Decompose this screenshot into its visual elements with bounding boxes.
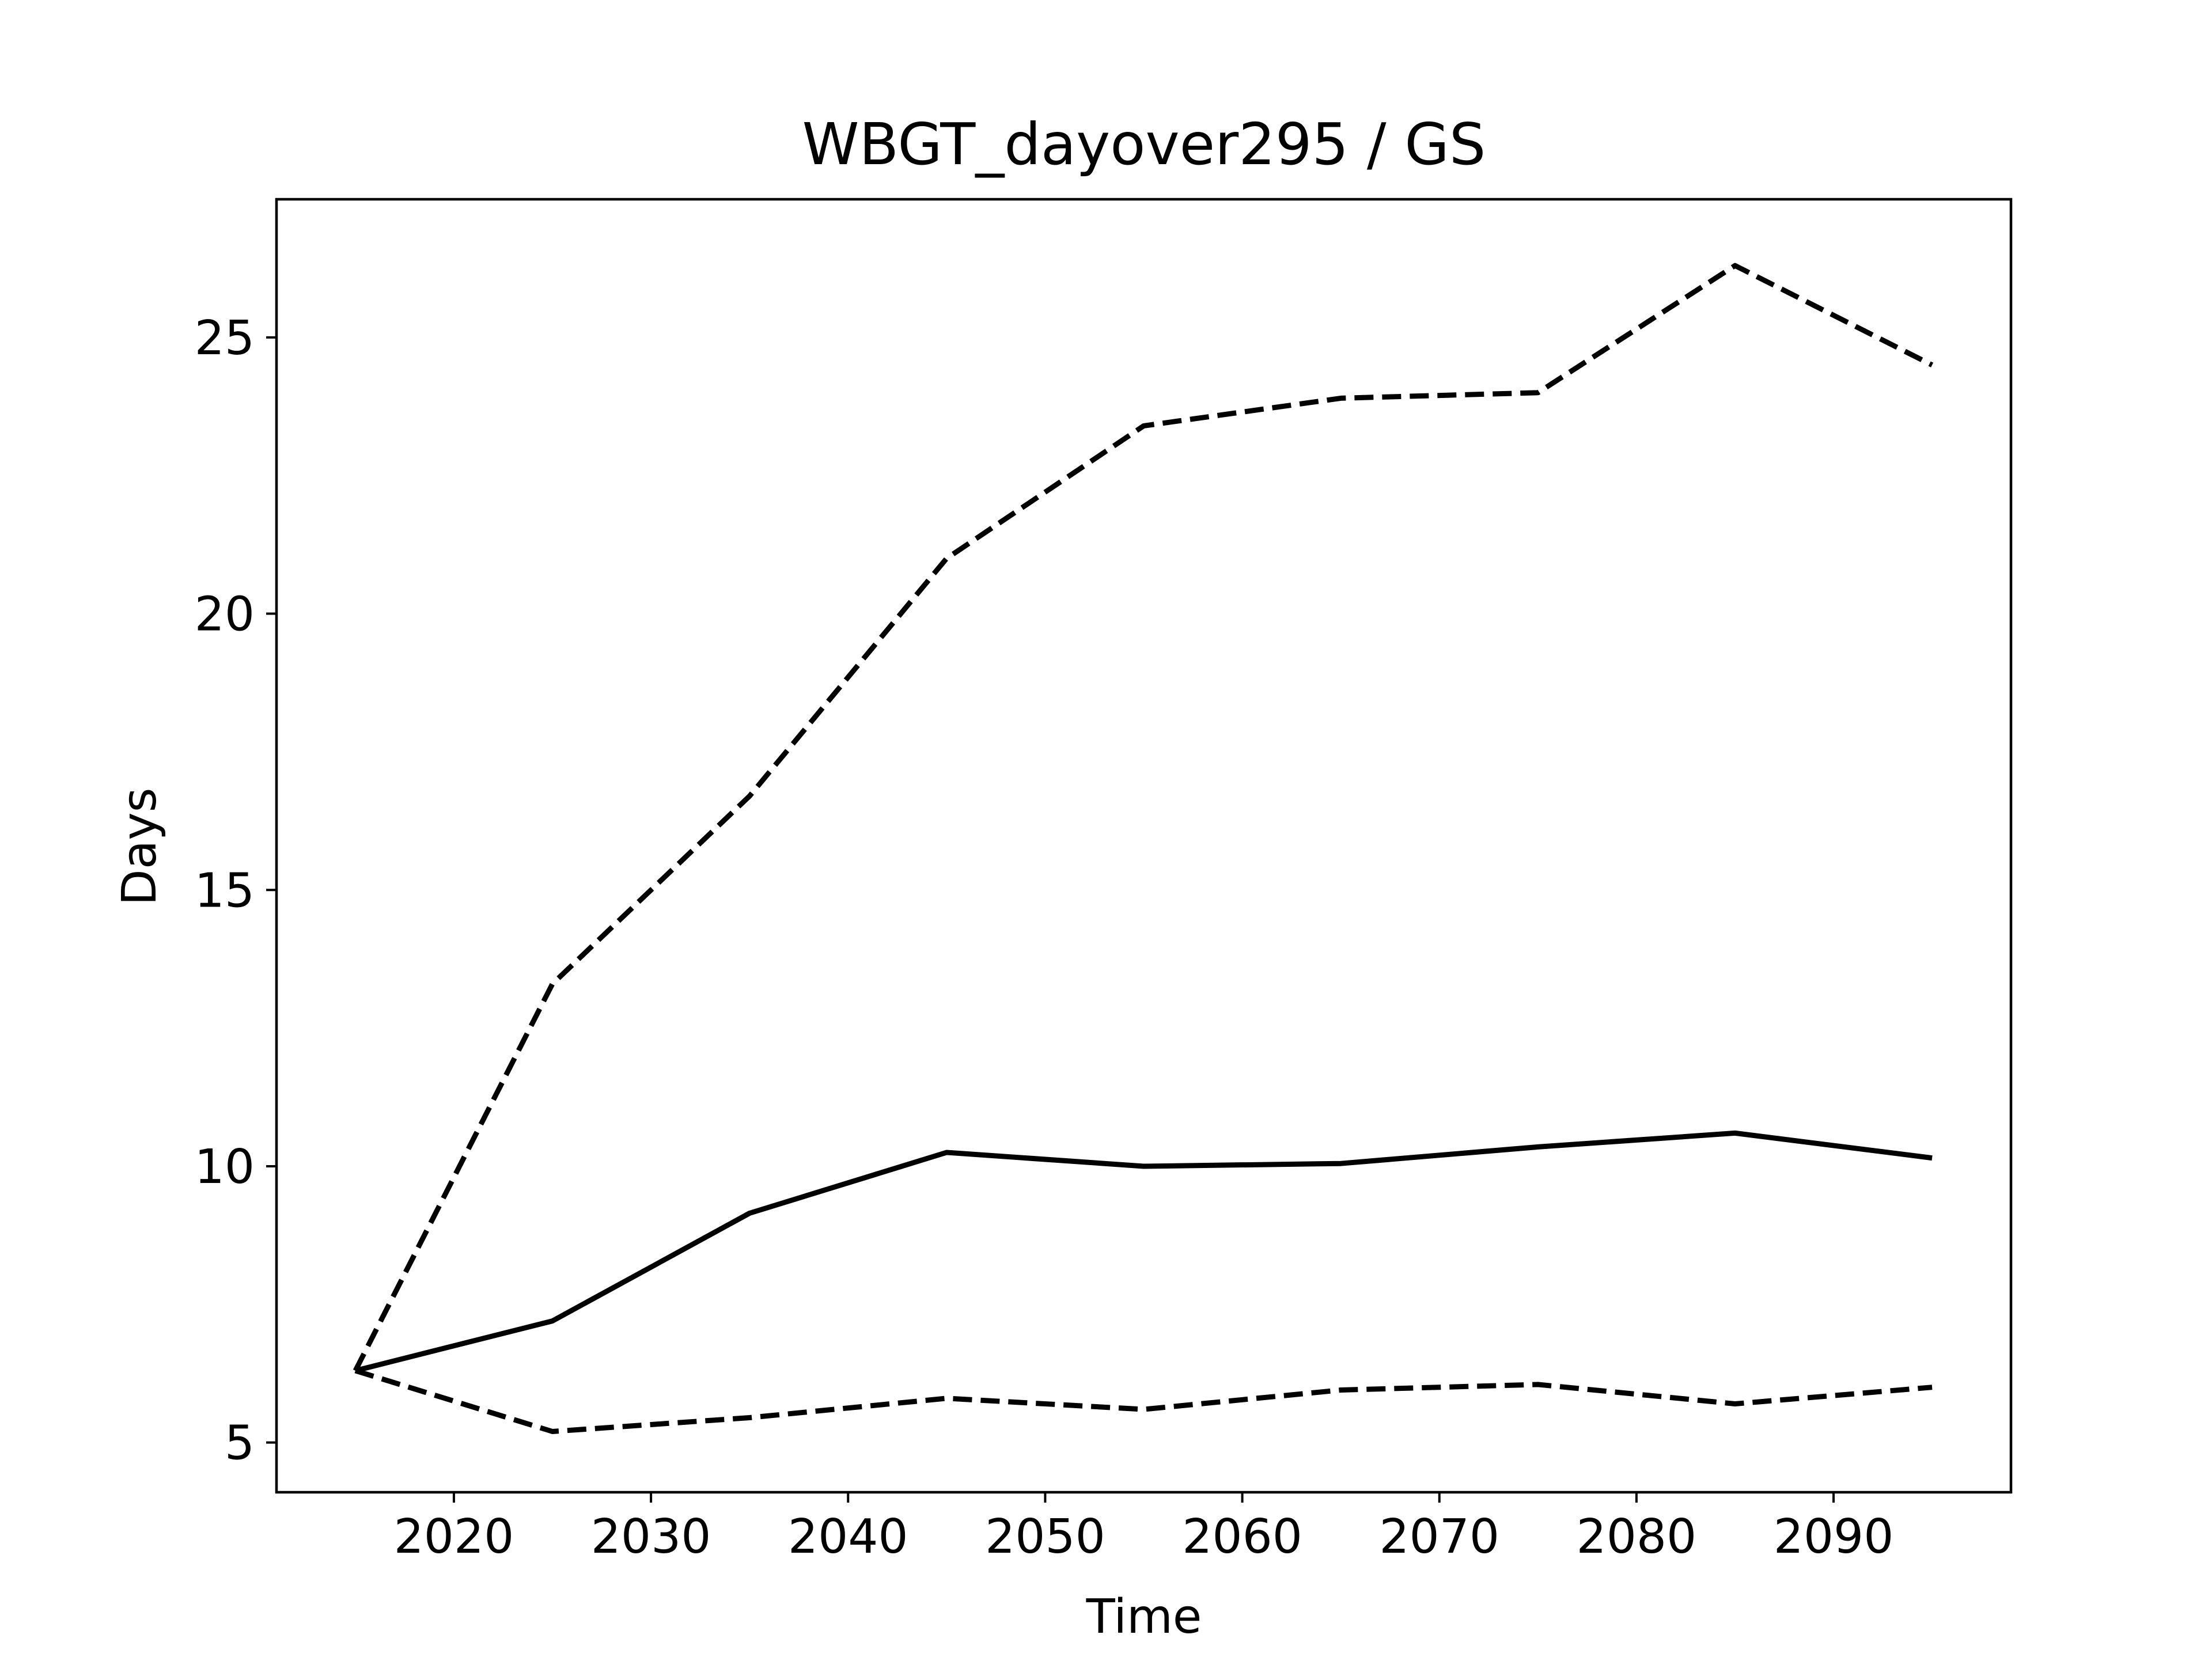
x-tick-label: 2030 [591, 1510, 711, 1564]
x-tick-label: 2040 [788, 1510, 908, 1564]
y-tick-label: 25 [195, 311, 255, 366]
x-tick-label: 2050 [985, 1510, 1105, 1564]
x-tick-label: 2060 [1182, 1510, 1302, 1564]
y-tick-label: 5 [225, 1416, 255, 1471]
chart-title: WBGT_dayover295 / GS [802, 111, 1486, 178]
y-tick-label: 20 [195, 587, 255, 642]
x-axis-label: Time [1086, 1590, 1202, 1644]
y-tick-label: 10 [195, 1140, 255, 1194]
x-tick-label: 2070 [1379, 1510, 1499, 1564]
y-tick-label: 15 [195, 863, 255, 918]
x-tick-label: 2090 [1774, 1510, 1894, 1564]
x-tick-label: 2080 [1577, 1510, 1697, 1564]
y-axis-label: Days [112, 788, 167, 906]
x-tick-label: 2020 [394, 1510, 514, 1564]
